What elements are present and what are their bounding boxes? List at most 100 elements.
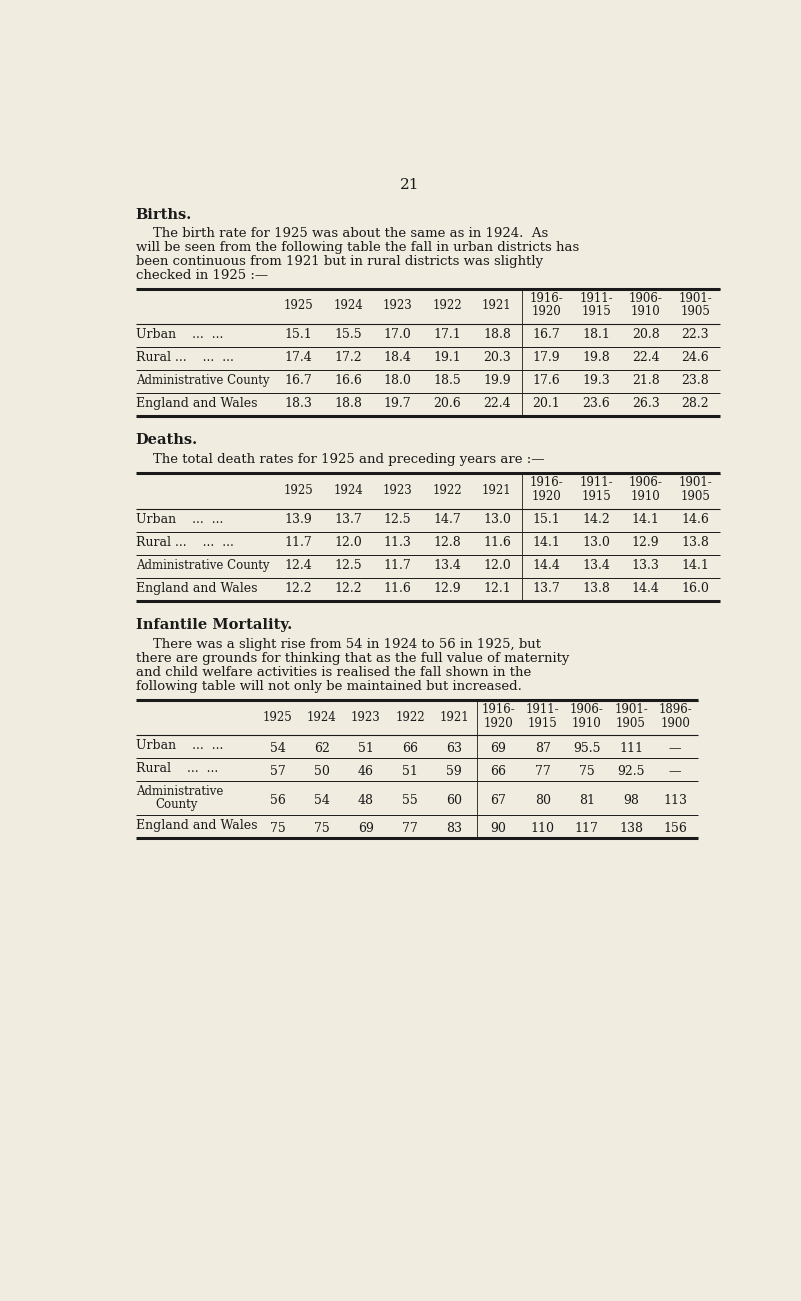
- Text: 95.5: 95.5: [573, 742, 601, 755]
- Text: 16.7: 16.7: [533, 328, 561, 341]
- Text: 113: 113: [663, 794, 687, 807]
- Text: 56: 56: [270, 794, 285, 807]
- Text: 60: 60: [446, 794, 462, 807]
- Text: 1920: 1920: [532, 306, 562, 319]
- Text: 1920: 1920: [532, 490, 562, 503]
- Text: 12.0: 12.0: [483, 559, 511, 572]
- Text: 75: 75: [579, 765, 594, 778]
- Text: Administrative County: Administrative County: [136, 559, 269, 572]
- Text: 77: 77: [535, 765, 550, 778]
- Text: 1906-: 1906-: [570, 703, 604, 716]
- Text: 1922: 1922: [396, 710, 425, 723]
- Text: 21.8: 21.8: [632, 373, 659, 386]
- Text: 1915: 1915: [582, 490, 611, 503]
- Text: 55: 55: [402, 794, 418, 807]
- Text: 1911-: 1911-: [525, 703, 559, 716]
- Text: 66: 66: [402, 742, 418, 755]
- Text: 13.0: 13.0: [582, 536, 610, 549]
- Text: 12.8: 12.8: [433, 536, 461, 549]
- Text: 22.4: 22.4: [483, 397, 511, 410]
- Text: 28.2: 28.2: [682, 397, 709, 410]
- Text: 18.8: 18.8: [483, 328, 511, 341]
- Text: 20.8: 20.8: [632, 328, 659, 341]
- Text: Urban    ...  ...: Urban ... ...: [136, 328, 223, 341]
- Text: 62: 62: [314, 742, 330, 755]
- Text: 17.1: 17.1: [433, 328, 461, 341]
- Text: 19.9: 19.9: [483, 373, 511, 386]
- Text: 17.0: 17.0: [384, 328, 412, 341]
- Text: 17.2: 17.2: [334, 351, 362, 364]
- Text: 16.7: 16.7: [284, 373, 312, 386]
- Text: 18.5: 18.5: [433, 373, 461, 386]
- Text: Urban    ...  ...: Urban ... ...: [136, 513, 223, 526]
- Text: 1905: 1905: [616, 717, 646, 730]
- Text: 18.0: 18.0: [384, 373, 412, 386]
- Text: 1922: 1922: [433, 484, 462, 497]
- Text: 81: 81: [579, 794, 595, 807]
- Text: 80: 80: [534, 794, 550, 807]
- Text: 69: 69: [358, 822, 374, 835]
- Text: 12.5: 12.5: [334, 559, 362, 572]
- Text: 1923: 1923: [351, 710, 380, 723]
- Text: 22.4: 22.4: [632, 351, 659, 364]
- Text: Deaths.: Deaths.: [136, 433, 198, 448]
- Text: 12.9: 12.9: [433, 582, 461, 595]
- Text: 11.7: 11.7: [284, 536, 312, 549]
- Text: Infantile Mortality.: Infantile Mortality.: [136, 618, 292, 632]
- Text: 21: 21: [400, 178, 420, 191]
- Text: 83: 83: [446, 822, 462, 835]
- Text: The birth rate for 1925 was about the same as in 1924.  As: The birth rate for 1925 was about the sa…: [136, 226, 548, 239]
- Text: there are grounds for thinking that as the full value of maternity: there are grounds for thinking that as t…: [136, 652, 570, 665]
- Text: 20.1: 20.1: [533, 397, 561, 410]
- Text: 15.5: 15.5: [334, 328, 362, 341]
- Text: 1923: 1923: [383, 484, 413, 497]
- Text: 59: 59: [446, 765, 462, 778]
- Text: England and Wales: England and Wales: [136, 820, 257, 833]
- Text: 13.0: 13.0: [483, 513, 511, 526]
- Text: 17.4: 17.4: [284, 351, 312, 364]
- Text: Urban    ...  ...: Urban ... ...: [136, 739, 223, 752]
- Text: Rural ...    ...  ...: Rural ... ... ...: [136, 351, 234, 364]
- Text: 1921: 1921: [440, 710, 469, 723]
- Text: 46: 46: [358, 765, 374, 778]
- Text: 87: 87: [535, 742, 550, 755]
- Text: 14.4: 14.4: [533, 559, 561, 572]
- Text: 14.4: 14.4: [632, 582, 660, 595]
- Text: The total death rates for 1925 and preceding years are :—: The total death rates for 1925 and prece…: [136, 453, 544, 466]
- Text: 17.6: 17.6: [533, 373, 561, 386]
- Text: 1896-: 1896-: [658, 703, 692, 716]
- Text: 1905: 1905: [680, 490, 710, 503]
- Text: 1920: 1920: [484, 717, 513, 730]
- Text: 51: 51: [402, 765, 418, 778]
- Text: 13.8: 13.8: [582, 582, 610, 595]
- Text: 18.8: 18.8: [334, 397, 362, 410]
- Text: England and Wales: England and Wales: [136, 582, 257, 595]
- Text: 77: 77: [402, 822, 418, 835]
- Text: 13.7: 13.7: [533, 582, 561, 595]
- Text: 1906-: 1906-: [629, 291, 662, 304]
- Text: —: —: [669, 742, 682, 755]
- Text: 13.9: 13.9: [284, 513, 312, 526]
- Text: Births.: Births.: [136, 208, 192, 222]
- Text: Rural ...    ...  ...: Rural ... ... ...: [136, 536, 234, 549]
- Text: 1915: 1915: [582, 306, 611, 319]
- Text: There was a slight rise from 54 in 1924 to 56 in 1925, but: There was a slight rise from 54 in 1924 …: [136, 637, 541, 650]
- Text: 1911-: 1911-: [579, 291, 613, 304]
- Text: 18.1: 18.1: [582, 328, 610, 341]
- Text: Rural    ...  ...: Rural ... ...: [136, 762, 218, 775]
- Text: 26.3: 26.3: [632, 397, 659, 410]
- Text: 20.3: 20.3: [483, 351, 511, 364]
- Text: 1916-: 1916-: [529, 476, 563, 489]
- Text: 54: 54: [270, 742, 285, 755]
- Text: 17.9: 17.9: [533, 351, 561, 364]
- Text: 117: 117: [575, 822, 599, 835]
- Text: 12.4: 12.4: [284, 559, 312, 572]
- Text: 12.5: 12.5: [384, 513, 412, 526]
- Text: 15.1: 15.1: [284, 328, 312, 341]
- Text: 69: 69: [490, 742, 506, 755]
- Text: 1924: 1924: [333, 299, 363, 312]
- Text: 75: 75: [314, 822, 330, 835]
- Text: County: County: [155, 799, 198, 812]
- Text: 1901-: 1901-: [678, 476, 712, 489]
- Text: following table will not only be maintained but increased.: following table will not only be maintai…: [136, 679, 521, 692]
